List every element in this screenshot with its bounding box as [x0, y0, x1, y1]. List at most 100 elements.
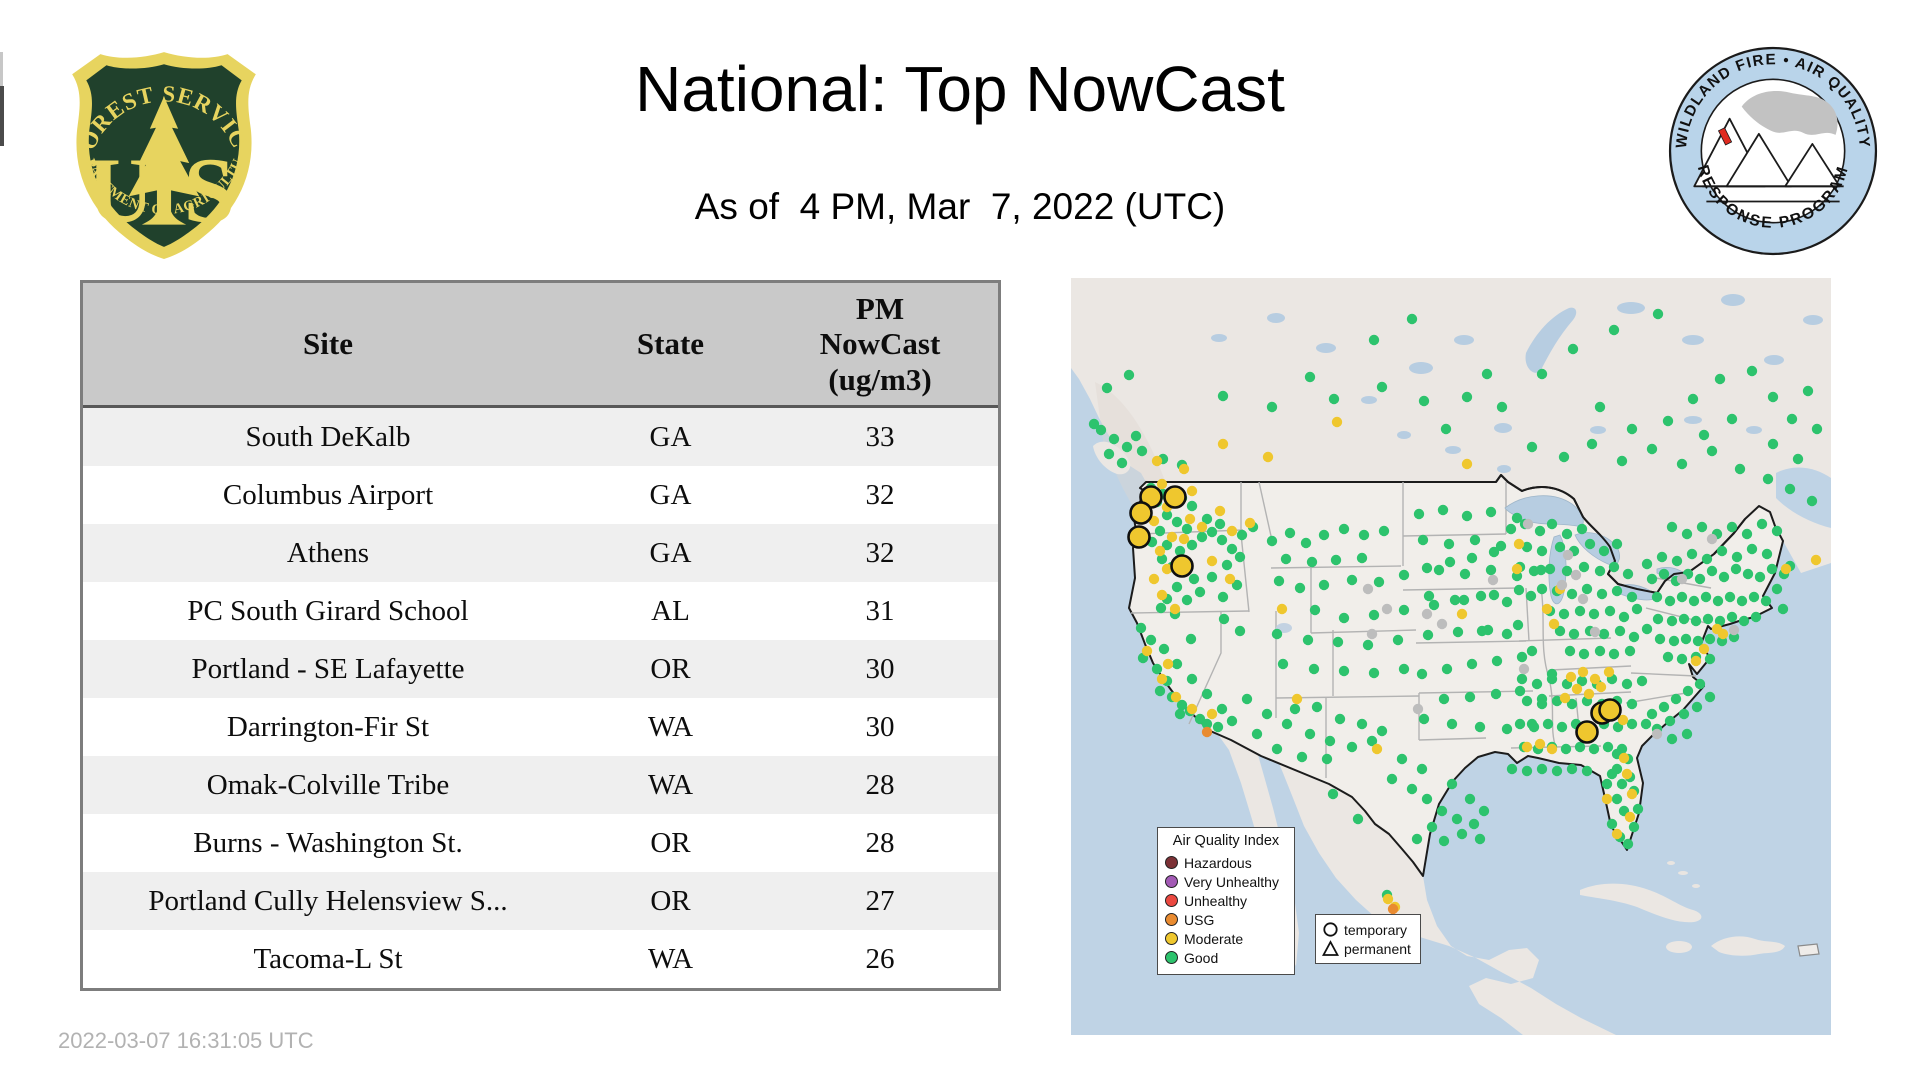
monitor-dot-good: [1234, 625, 1246, 637]
monitor-dot-good: [1456, 828, 1468, 840]
monitor-dot-good: [1406, 313, 1418, 325]
monitor-dot-good: [1294, 582, 1306, 594]
monitor-dot-moderate: [1589, 673, 1601, 685]
monitor-dot-good: [1300, 537, 1312, 549]
monitor-dot-good: [1574, 741, 1586, 753]
value-cell: 33: [865, 420, 895, 453]
monitor-dot-good: [1481, 368, 1493, 380]
caribbean-islands: [1580, 861, 1820, 957]
monitor-dot-moderate: [1141, 645, 1153, 657]
monitor-dot-good: [1398, 663, 1410, 675]
monitor-dot-good: [1641, 623, 1653, 635]
monitor-dot-good: [1466, 552, 1478, 564]
value-cell: 32: [865, 478, 895, 511]
monitor-dot-good: [1690, 615, 1702, 627]
monitor-dot-good: [1136, 445, 1148, 457]
monitor-dot-good: [1423, 590, 1435, 602]
monitor-dot-good: [1646, 443, 1658, 455]
aqi-legend-label: USG: [1184, 911, 1215, 928]
monitor-dot-good: [1640, 718, 1652, 730]
monitor-dot-moderate: [1541, 603, 1553, 615]
monitor-dot-good: [1694, 573, 1706, 585]
monitor-dot-good: [1458, 594, 1470, 606]
monitor-dot-no_data: [1570, 569, 1582, 581]
monitor-dot-good: [1185, 633, 1197, 645]
monitor-dot-good: [1692, 635, 1704, 647]
monitor-dot-good: [1488, 546, 1500, 558]
monitor-dot-moderate: [1618, 752, 1630, 764]
monitor-dot-good: [1652, 613, 1664, 625]
monitor-dot-good: [1452, 626, 1464, 638]
monitor-dot-good: [1196, 531, 1208, 543]
monitor-dot-no_data: [1562, 549, 1574, 561]
monitor-dot-good: [1158, 643, 1170, 655]
monitor-dot-good: [1464, 793, 1476, 805]
monitor-dot-moderate: [1461, 458, 1473, 470]
monitor-dot-good: [1681, 728, 1693, 740]
site-cell: Darrington-Fir St: [226, 710, 430, 743]
monitor-dot-good: [1588, 743, 1600, 755]
monitor-dot-good: [1756, 518, 1768, 530]
state-cell: OR: [650, 826, 691, 859]
monitor-dot-good: [1568, 628, 1580, 640]
monitor-dot-good: [1373, 576, 1385, 588]
monitor-dot-good: [1621, 678, 1633, 690]
monitor-dot-good: [1676, 591, 1688, 603]
aqi-legend-item: Good: [1165, 948, 1287, 967]
monitor-dot-no_data: [1381, 603, 1393, 615]
monitor-dot-good: [1706, 445, 1718, 457]
value-cell: 28: [865, 826, 895, 859]
aqi-legend: Air Quality Index Hazardous Very Unhealth…: [1157, 827, 1295, 975]
temporary-monitor-circle: [1129, 501, 1153, 525]
monitor-dot-good: [1280, 553, 1292, 565]
monitor-dot-moderate: [1186, 485, 1198, 497]
monitor-dot-good: [1754, 571, 1766, 583]
table-row: Portland Cully Helensview S... OR 27: [83, 872, 998, 930]
monitor-dot-good: [1726, 521, 1738, 533]
monitor-dot-moderate: [1196, 521, 1208, 533]
monitor-dot-good: [1216, 703, 1228, 715]
monitor-dot-good: [1741, 528, 1753, 540]
gulf-st-lawrence: [1776, 467, 1831, 528]
monitor-dot-good: [1606, 768, 1618, 780]
monitor-dot-good: [1306, 556, 1318, 568]
site-cell: South DeKalb: [245, 420, 411, 453]
monitor-dot-good: [1602, 741, 1614, 753]
monitor-dot-moderate: [1565, 671, 1577, 683]
permanent-label: permanent: [1344, 940, 1411, 957]
monitor-dot-good: [1611, 793, 1623, 805]
monitor-dot-good: [1628, 821, 1640, 833]
monitor-dot-good: [1418, 395, 1430, 407]
monitor-dot-good: [1611, 585, 1623, 597]
aqi-swatch-icon: [1165, 913, 1178, 926]
monitor-dot-good: [1181, 594, 1193, 606]
monitor-dot-good: [1216, 534, 1228, 546]
table-row: PC South Girard School AL 31: [83, 582, 998, 640]
monitor-dot-good: [1512, 619, 1524, 631]
monitor-dot-good: [1186, 673, 1198, 685]
monitor-dot-good: [1334, 713, 1346, 725]
monitor-dot-good: [1475, 590, 1487, 602]
temporary-marker-icon: [1323, 922, 1338, 937]
monitor-dot-good: [1496, 401, 1508, 413]
monitor-dot-good: [1123, 369, 1135, 381]
monitor-dot-good: [1806, 495, 1818, 507]
monitor-dot-good: [1413, 508, 1425, 520]
monitor-dot-good: [1284, 527, 1296, 539]
value-cell: 32: [865, 536, 895, 569]
monitor-dot-good: [1676, 458, 1688, 470]
monitor-dot-good: [1554, 541, 1566, 553]
monitor-dot-good: [1608, 324, 1620, 336]
monitor-dot-good: [1386, 773, 1398, 785]
value-cell: 30: [865, 710, 895, 743]
page-subtitle: As of 4 PM, Mar 7, 2022 (UTC): [694, 186, 1226, 227]
monitor-dot-moderate: [1148, 573, 1160, 585]
monitor-dot-good: [1611, 538, 1623, 550]
monitor-dot-good: [1459, 568, 1471, 580]
monitor-dot-good: [1581, 583, 1593, 595]
monitor-dot-good: [1554, 625, 1566, 637]
monitor-dot-good: [1636, 675, 1648, 687]
monitor-dot-good: [1628, 631, 1640, 643]
monitor-dot-no_data: [1706, 533, 1718, 545]
table-row: Burns - Washington St. OR 28: [83, 814, 998, 872]
